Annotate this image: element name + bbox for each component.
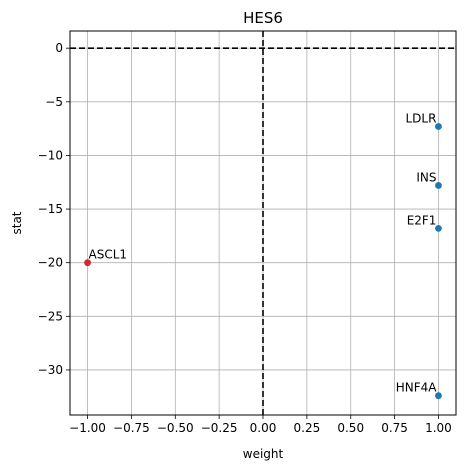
y-tick-label: −10 — [38, 148, 63, 162]
y-axis-label: stat — [10, 211, 24, 234]
reference-lines — [70, 31, 456, 415]
ticks: −1.00 −0.75 −0.50 −0.25 0.00 0.25 0.50 0.75 1.00… — [38, 41, 452, 435]
x-tick-label: 0.25 — [294, 421, 321, 435]
data-point-label: HNF4A — [396, 381, 438, 395]
x-tick-label: −0.25 — [201, 421, 238, 435]
data-point-label: ASCL1 — [89, 248, 128, 262]
y-tick-label: −20 — [38, 256, 63, 270]
data-point-label: E2F1 — [407, 213, 437, 227]
data-point — [435, 392, 442, 400]
data-point — [435, 182, 442, 189]
x-axis-label: weight — [243, 447, 284, 461]
data-point-label: LDLR — [406, 111, 437, 125]
data-point — [435, 123, 442, 130]
data-point — [435, 224, 442, 232]
y-tick-label: −5 — [45, 95, 63, 109]
y-tick-label: −15 — [38, 202, 63, 216]
data-point — [84, 259, 91, 267]
chart-title: HES6 — [243, 9, 283, 27]
data-points: LDLR INS E2F1 ASCL1 HNF4A — [84, 111, 442, 400]
x-tick-label: 0.00 — [250, 421, 277, 435]
data-point-label: INS — [416, 170, 436, 184]
y-tick-label: 0 — [55, 41, 63, 55]
x-tick-label: 1.00 — [425, 421, 452, 435]
y-tick-label: −25 — [38, 309, 63, 323]
y-tick-label: −30 — [38, 363, 63, 377]
x-tick-label: 0.50 — [337, 421, 364, 435]
x-tick-label: 0.75 — [381, 421, 408, 435]
x-tick-label: −0.75 — [113, 421, 150, 435]
x-tick-label: −0.50 — [157, 421, 194, 435]
x-tick-label: −1.00 — [69, 421, 106, 435]
